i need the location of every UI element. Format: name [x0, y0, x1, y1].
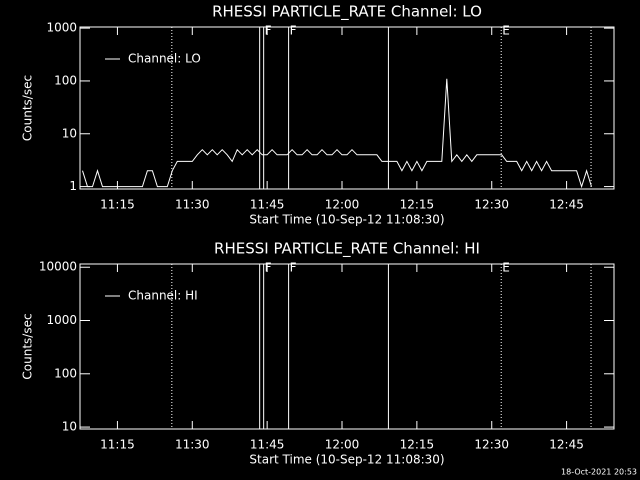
- x-tick-label: 11:30: [175, 198, 210, 212]
- y-tick-label: 10000: [39, 260, 77, 274]
- y-tick-label: 1000: [46, 313, 77, 327]
- plot-frame: [79, 26, 615, 190]
- event-label: F: [290, 261, 297, 275]
- x-tick-label: 12:15: [400, 438, 435, 452]
- plot-frame: [79, 263, 615, 430]
- x-tick-label: 12:15: [400, 198, 435, 212]
- x-tick-label: 12:30: [474, 438, 509, 452]
- y-axis-label: Counts/sec: [21, 75, 35, 141]
- x-tick-label: 12:00: [325, 198, 360, 212]
- x-axis-label: Start Time (10-Sep-12 11:08:30): [249, 453, 444, 467]
- x-tick-label: 11:30: [175, 438, 210, 452]
- x-axis-label: Start Time (10-Sep-12 11:08:30): [249, 213, 444, 227]
- event-label: F: [265, 261, 272, 275]
- x-tick-label: 12:30: [474, 198, 509, 212]
- chart-title: RHESSI PARTICLE_RATE Channel: LO: [212, 3, 482, 22]
- legend-label: Channel: HI: [128, 289, 198, 303]
- x-tick-label: 11:45: [250, 438, 285, 452]
- footer: 18-Oct-2021 20:53: [561, 468, 637, 477]
- y-tick-label: 1000: [46, 21, 77, 35]
- x-tick-label: 11:15: [100, 438, 135, 452]
- y-tick-label: 100: [54, 366, 77, 380]
- x-tick-label: 12:00: [325, 438, 360, 452]
- x-tick-label: 12:45: [549, 438, 584, 452]
- event-label: F: [265, 24, 272, 38]
- y-tick-label: 1: [69, 179, 77, 193]
- y-tick-label: 10: [62, 420, 77, 434]
- x-tick-label: 11:15: [100, 198, 135, 212]
- y-tick-label: 10: [62, 126, 77, 140]
- data-line: [82, 78, 592, 189]
- x-tick-label: 11:45: [250, 198, 285, 212]
- x-tick-label: 12:45: [549, 198, 584, 212]
- chart-title: RHESSI PARTICLE_RATE Channel: HI: [214, 240, 480, 259]
- event-label: E: [502, 24, 510, 38]
- y-tick-label: 100: [54, 73, 77, 87]
- event-label: F: [290, 24, 297, 38]
- event-label: E: [502, 261, 510, 275]
- y-axis-label: Counts/sec: [21, 313, 35, 379]
- legend-label: Channel: LO: [128, 52, 201, 66]
